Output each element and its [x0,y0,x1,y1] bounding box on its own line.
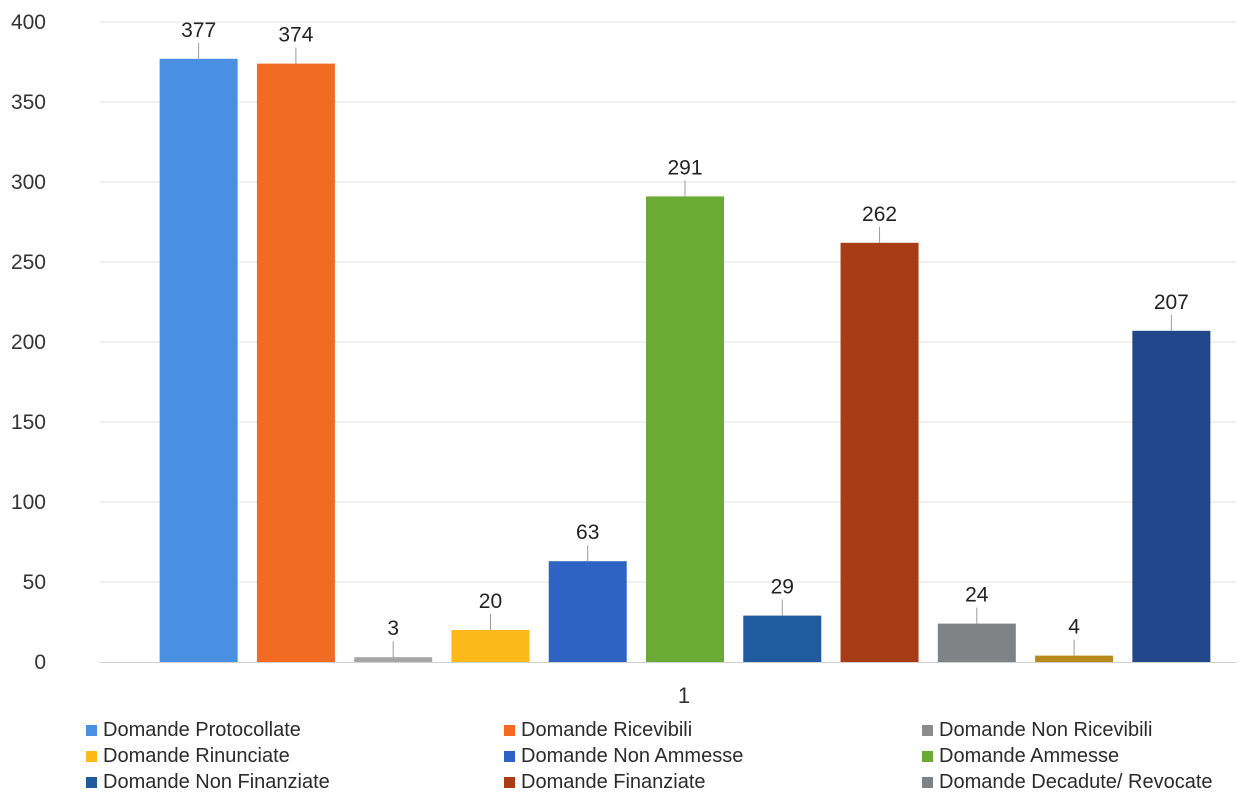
legend-item: Domande Non Finanziate [86,770,504,794]
data-label: 63 [576,521,599,544]
bar-2 [256,63,335,663]
legend-label: Domande Ricevibili [521,718,693,741]
data-label: 207 [1154,291,1189,314]
legend-label: Domande Non Finanziate [103,770,330,793]
data-label: 4 [1068,616,1080,639]
y-tick-label: 150 [11,411,46,434]
y-tick-label: 400 [11,11,46,34]
y-tick-label: 300 [11,171,46,194]
data-label: 377 [181,19,216,42]
legend-item: Domande Protocollate [86,718,504,742]
legend-item: Domande Decadute/ Revocate [922,770,1236,794]
legend-item: Domande Ricevibili [504,718,922,742]
data-label: 3 [387,617,399,640]
legend-swatch [86,776,97,788]
legend-label: Domande Non Ricevibili [939,718,1153,741]
y-tick-label: 50 [23,571,46,594]
data-label: 29 [771,576,794,599]
y-tick-label: 200 [11,331,46,354]
legend-item: Domande Rinunciate [86,744,504,768]
bar-8 [840,242,919,663]
legend-swatch [922,724,933,736]
bar-4 [451,630,530,662]
bars [159,58,1211,663]
legend-label: Domande Rinunciate [103,744,290,767]
data-label: 374 [278,24,313,47]
data-label: 291 [667,156,702,179]
legend-swatch [86,724,97,736]
legend-label: Domande Non Ammesse [521,744,744,767]
bar-9 [937,623,1016,662]
legend-swatch [504,776,515,788]
legend: Domande Protocollate Domande Ricevibili Do… [86,718,1236,794]
data-label: 20 [479,590,502,613]
bar-10 [1035,655,1114,662]
legend-label: Domande Protocollate [103,718,301,741]
y-tick-label: 0 [34,651,46,674]
y-axis: 0 50 100 150 200 250 300 350 400 [11,11,1236,674]
data-labels: 377 374 3 20 63 291 29 262 24 4 207 [181,19,1189,658]
bar-6 [646,196,724,662]
legend-item: Domande Ammesse [922,744,1236,768]
x-tick-label: 1 [678,683,690,708]
bar-7 [743,615,822,662]
data-label: 262 [862,203,897,226]
bar-5 [548,561,627,662]
legend-swatch [504,724,515,736]
bar-3 [354,657,433,662]
legend-label: Domande Ammesse [939,744,1120,767]
y-tick-label: 250 [11,251,46,274]
legend-item: Domande Non Ammesse [504,744,922,768]
legend-item: Domande Non Ricevibili [922,718,1236,742]
bar-11 [1132,330,1211,662]
y-tick-label: 100 [11,491,46,514]
y-tick-label: 350 [11,91,46,114]
legend-swatch [922,776,933,788]
legend-item: Domande Finanziate [504,770,922,794]
legend-label: Domande Decadute/ Revocate [939,770,1213,793]
legend-label: Domande Finanziate [521,770,706,793]
bar-1 [159,58,238,663]
legend-swatch [922,750,933,762]
legend-swatch [86,750,97,762]
legend-swatch [504,750,515,762]
data-label: 24 [965,584,989,607]
